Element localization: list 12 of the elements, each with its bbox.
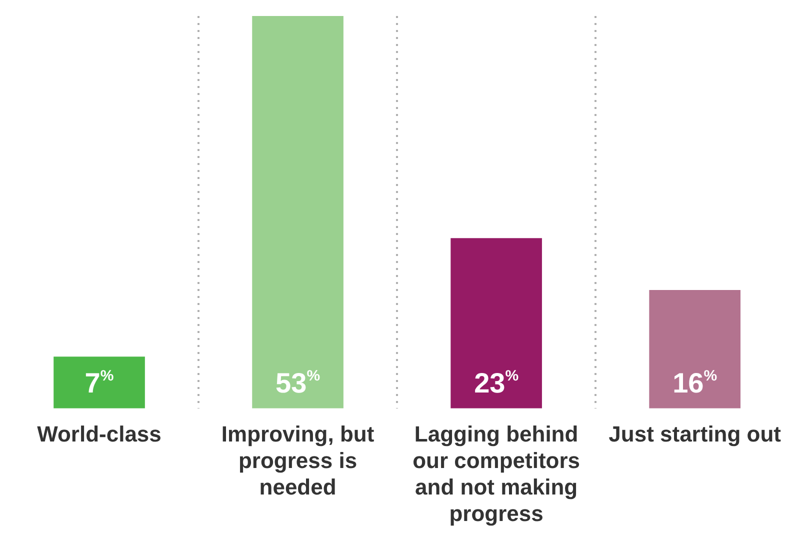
x-tick-label: Improving, but progress is needed [221, 422, 375, 500]
data-label: 16% [672, 367, 718, 398]
data-label: 53% [276, 367, 320, 398]
bar [649, 290, 740, 408]
x-tick-label: Just starting out [608, 422, 782, 447]
bar [450, 238, 542, 408]
x-tick-label: World-class [37, 422, 162, 447]
data-label: 7% [84, 367, 114, 398]
x-tick-label: Lagging behind our competitors and not making progress [412, 422, 580, 526]
bar [54, 356, 145, 408]
data-label: 23% [474, 367, 519, 398]
bar [252, 16, 344, 408]
